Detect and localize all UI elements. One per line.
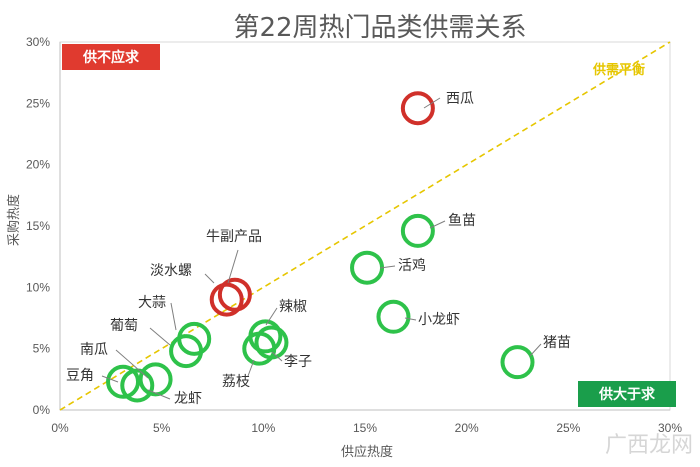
x-tick-label: 10% <box>251 421 275 435</box>
data-point-label: 葡萄 <box>110 318 138 334</box>
leader-line <box>149 327 171 346</box>
data-point-label: 活鸡 <box>398 257 426 274</box>
data-point-label: 小龙虾 <box>418 312 460 328</box>
data-point <box>500 345 535 380</box>
plot-area <box>59 41 671 411</box>
data-point <box>376 299 411 334</box>
data-point-label: 龙虾 <box>174 391 202 407</box>
data-point <box>350 250 385 285</box>
quadrant-label-top-left-text: 供不应求 <box>82 49 140 66</box>
data-point <box>169 334 204 369</box>
data-point <box>120 368 155 403</box>
x-tick-label: 25% <box>556 421 580 435</box>
y-tick-label: 30% <box>26 35 50 49</box>
data-point-label: 鱼苗 <box>448 212 476 229</box>
y-tick-label: 20% <box>26 158 50 172</box>
data-point <box>217 277 252 312</box>
x-tick-label: 20% <box>455 421 479 435</box>
chart-title: 第22周热门品类供需关系 <box>233 13 526 43</box>
x-tick-label: 5% <box>153 421 171 435</box>
data-point <box>400 91 435 126</box>
leader-line <box>271 351 283 362</box>
data-point <box>106 364 141 399</box>
quadrant-label-top-left: 供不应求 <box>62 44 160 70</box>
leader-line <box>429 220 446 229</box>
leader-line <box>265 307 278 326</box>
data-point <box>400 213 435 248</box>
axis-ticks: 0% 5% 10% 15% 20% 25% 30% 0% 5% 10% 15% 20% 25% 30% <box>26 35 682 435</box>
leader-line <box>227 249 239 284</box>
x-tick-label: 15% <box>353 421 377 435</box>
data-point-label: 淡水螺 <box>150 263 192 279</box>
data-point <box>209 282 244 317</box>
quadrant-label-bottom-right: 供大于求 <box>578 381 676 407</box>
data-point <box>138 362 173 397</box>
leader-line <box>423 97 441 109</box>
y-axis-title: 采购热度 <box>6 194 22 246</box>
leader-line <box>247 359 255 377</box>
data-point-label: 牛副产品 <box>206 229 262 245</box>
leader-line <box>204 273 215 284</box>
leader-line <box>115 349 149 379</box>
x-axis-title: 供应热度 <box>341 444 393 460</box>
data-point-label: 豆角 <box>66 368 94 384</box>
x-tick-label: 0% <box>51 421 69 435</box>
data-point-label: 西瓜 <box>446 91 474 107</box>
leader-line <box>379 265 396 269</box>
leader-line <box>101 375 119 383</box>
y-tick-label: 15% <box>26 219 50 233</box>
watermark: 广西龙网 <box>605 433 693 458</box>
leader-line <box>404 317 417 321</box>
balance-line-label: 供需平衡 <box>592 62 645 78</box>
y-tick-label: 5% <box>33 342 51 356</box>
leader-line <box>147 389 171 400</box>
y-tick-label: 10% <box>26 280 50 294</box>
balance-line <box>59 41 671 411</box>
data-point-label: 猪苗 <box>543 335 571 351</box>
leader-line <box>529 343 542 357</box>
data-points <box>106 91 535 403</box>
x-tick-label: 30% <box>658 421 682 435</box>
y-tick-label: 25% <box>26 96 50 110</box>
data-point-label: 辣椒 <box>279 299 307 315</box>
label-leader-lines <box>101 97 542 400</box>
data-point-label: 大蒜 <box>138 295 166 311</box>
data-point-label: 荔枝 <box>222 374 250 390</box>
leader-line <box>170 302 177 331</box>
data-point-label: 南瓜 <box>80 342 108 358</box>
data-point-label: 李子 <box>284 354 312 370</box>
quadrant-label-bottom-right-text: 供大于求 <box>598 386 656 403</box>
data-point <box>242 331 277 366</box>
y-tick-label: 0% <box>33 403 51 417</box>
